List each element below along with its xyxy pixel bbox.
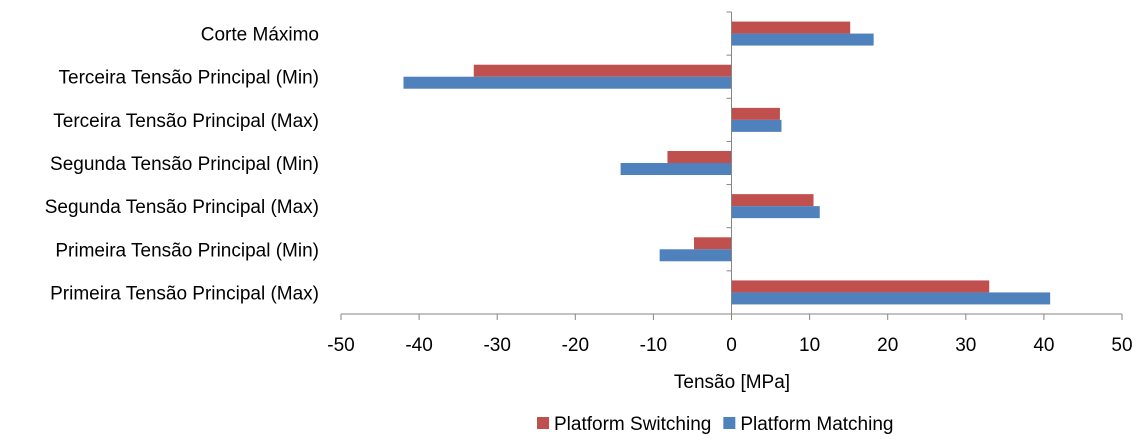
bar-platform-matching-1 xyxy=(403,76,732,89)
x-tick-label: 40 xyxy=(1033,335,1054,356)
bars-group xyxy=(403,21,1051,305)
category-label: Corte Máximo xyxy=(201,25,319,46)
category-label: Terceira Tensão Principal (Min) xyxy=(59,68,319,89)
category-label: Primeira Tensão Principal (Max) xyxy=(50,283,319,304)
bar-platform-switching-2 xyxy=(731,107,780,120)
category-label: Primeira Tensão Principal (Min) xyxy=(55,240,319,261)
category-label: Terceira Tensão Principal (Max) xyxy=(53,111,319,132)
legend: Platform Switching Platform Matching xyxy=(537,414,893,435)
x-tick-label: 30 xyxy=(955,335,976,356)
legend-label: Platform Matching xyxy=(740,414,893,435)
legend-swatch-platform-switching xyxy=(537,417,549,429)
legend-swatch-platform-matching xyxy=(723,417,736,429)
bar-platform-matching-4 xyxy=(731,206,820,219)
x-tick-label: -20 xyxy=(562,335,589,356)
bar-platform-switching-3 xyxy=(667,151,732,163)
x-tick-label: 20 xyxy=(877,335,898,356)
bar-platform-matching-5 xyxy=(659,249,732,262)
x-tick-label: -50 xyxy=(327,335,354,356)
category-label: Segunda Tensão Principal (Max) xyxy=(45,197,319,218)
x-tick-label: 10 xyxy=(799,335,820,356)
category-labels: Corte Máximo Terceira Tensão Principal (M… xyxy=(45,25,319,305)
bar-platform-matching-0 xyxy=(731,33,874,46)
bar-platform-switching-5 xyxy=(694,237,732,250)
bar-platform-switching-1 xyxy=(473,64,732,77)
legend-label: Platform Switching xyxy=(554,414,711,435)
bar-platform-switching-6 xyxy=(731,280,990,293)
x-tick-label: 0 xyxy=(726,335,737,356)
x-tick-label: 50 xyxy=(1111,335,1132,356)
bar-platform-matching-2 xyxy=(731,119,782,132)
x-tick-label: -30 xyxy=(483,335,510,356)
x-axis-title: Tensão [MPa] xyxy=(674,372,790,393)
x-tick-label: -10 xyxy=(640,335,667,356)
axes-group xyxy=(340,11,1123,320)
bar-platform-switching-4 xyxy=(731,194,814,207)
bar-platform-matching-3 xyxy=(620,163,732,175)
tick-labels: -50 -40 -30 -20 -10 0 10 20 30 40 50 xyxy=(327,335,1132,356)
bar-platform-switching-0 xyxy=(731,21,851,34)
x-tick-label: -40 xyxy=(405,335,432,356)
category-label: Segunda Tensão Principal (Min) xyxy=(50,154,319,175)
bar-platform-matching-6 xyxy=(731,292,1051,305)
